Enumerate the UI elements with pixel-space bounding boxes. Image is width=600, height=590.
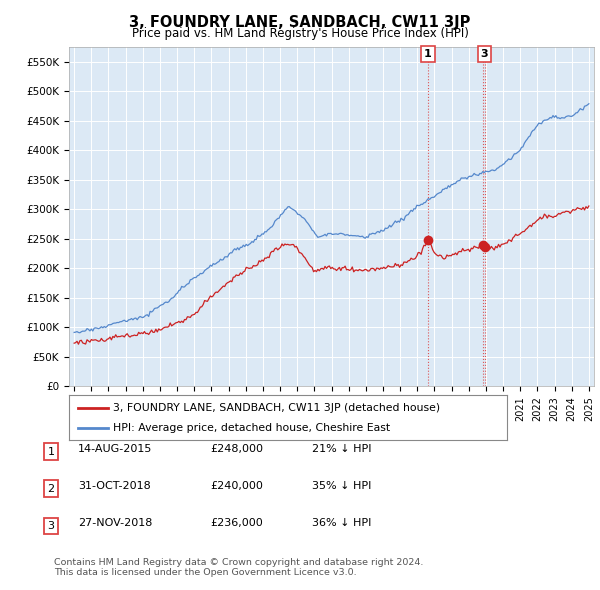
Text: 3, FOUNDRY LANE, SANDBACH, CW11 3JP: 3, FOUNDRY LANE, SANDBACH, CW11 3JP: [130, 15, 470, 30]
Text: 36% ↓ HPI: 36% ↓ HPI: [312, 518, 371, 528]
Text: 14-AUG-2015: 14-AUG-2015: [78, 444, 152, 454]
Text: £236,000: £236,000: [210, 518, 263, 528]
Text: Contains HM Land Registry data © Crown copyright and database right 2024.
This d: Contains HM Land Registry data © Crown c…: [54, 558, 424, 577]
Text: 31-OCT-2018: 31-OCT-2018: [78, 481, 151, 491]
Text: 1: 1: [424, 49, 432, 59]
Text: HPI: Average price, detached house, Cheshire East: HPI: Average price, detached house, Ches…: [113, 424, 390, 434]
Text: 35% ↓ HPI: 35% ↓ HPI: [312, 481, 371, 491]
Text: 3: 3: [481, 49, 488, 59]
Text: 2: 2: [47, 484, 55, 494]
Text: 3, FOUNDRY LANE, SANDBACH, CW11 3JP (detached house): 3, FOUNDRY LANE, SANDBACH, CW11 3JP (det…: [113, 403, 440, 412]
Text: 3: 3: [47, 521, 55, 531]
Text: 27-NOV-2018: 27-NOV-2018: [78, 518, 152, 528]
Text: Price paid vs. HM Land Registry's House Price Index (HPI): Price paid vs. HM Land Registry's House …: [131, 27, 469, 40]
Text: 21% ↓ HPI: 21% ↓ HPI: [312, 444, 371, 454]
Text: £240,000: £240,000: [210, 481, 263, 491]
Text: 1: 1: [47, 447, 55, 457]
Text: £248,000: £248,000: [210, 444, 263, 454]
